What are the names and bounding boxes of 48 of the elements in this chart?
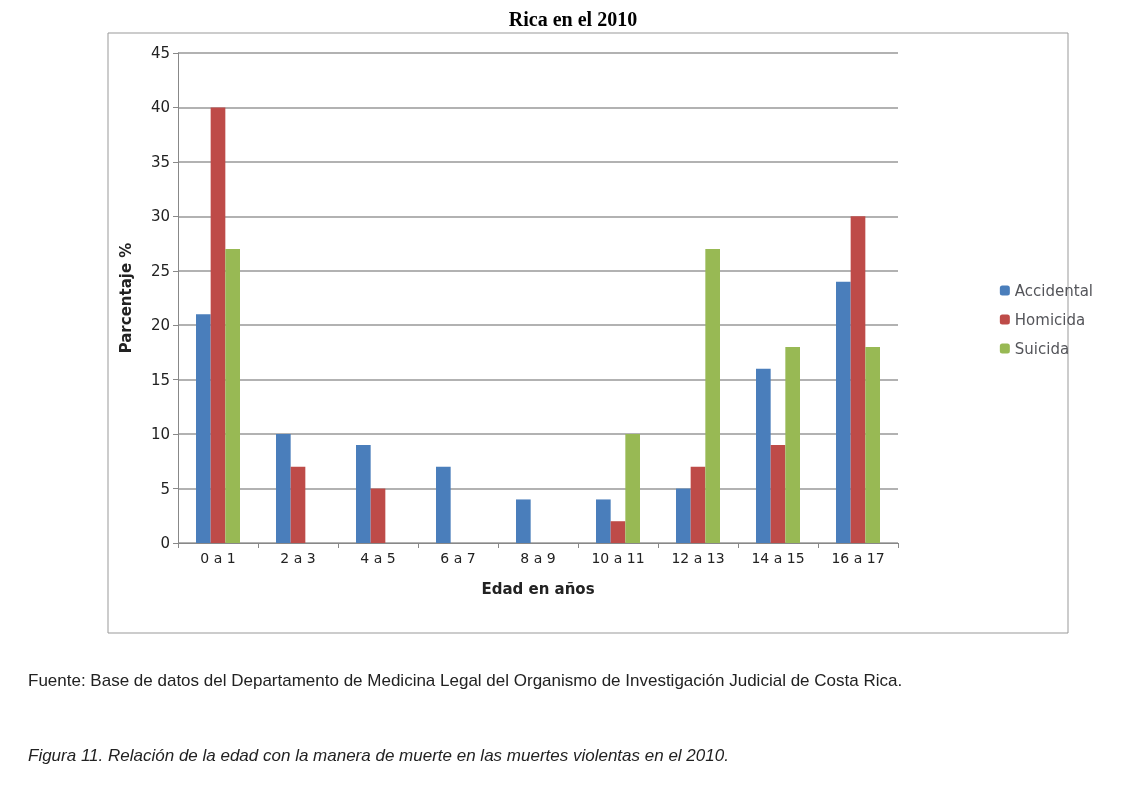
y-tick-label: 35 — [150, 152, 170, 171]
chart-title: Rica en el 2010 — [508, 8, 638, 30]
bar — [276, 434, 291, 543]
bar — [836, 281, 851, 543]
y-tick-label: 15 — [150, 370, 170, 389]
x-tick-label: 16 a 17 — [831, 550, 885, 566]
x-tick-label: 8 a 9 — [520, 550, 556, 566]
bar — [625, 434, 640, 543]
legend-label: Homicida — [1014, 310, 1086, 329]
bar — [770, 445, 786, 543]
x-tick-label: 14 a 15 — [751, 550, 805, 566]
y-tick-label: 0 — [160, 534, 170, 552]
bar — [210, 107, 226, 543]
bar — [676, 488, 691, 543]
y-tick-label: 45 — [150, 44, 170, 62]
bar — [756, 368, 771, 543]
legend-label: Accidental — [1014, 281, 1094, 300]
bar — [356, 445, 371, 543]
y-tick-label: 20 — [150, 316, 170, 335]
bar — [436, 466, 451, 543]
y-tick-label: 25 — [150, 261, 170, 280]
text: Figura 11. Relación de la edad con la manera de muerte en las muertes violentas en el 2010. — [28, 745, 729, 765]
bar — [610, 521, 626, 543]
y-axis-title: Parcentaje % — [116, 242, 135, 354]
bar — [370, 488, 386, 543]
bar — [705, 249, 720, 543]
bar — [865, 347, 880, 543]
x-axis-title: Edad en años — [481, 579, 595, 598]
y-tick-label: 5 — [160, 479, 170, 498]
bar — [690, 466, 706, 543]
bar — [516, 499, 531, 543]
bar — [785, 347, 800, 543]
bar — [596, 499, 611, 543]
bar — [290, 466, 306, 543]
bar — [225, 249, 240, 543]
x-tick-label: 0 a 1 — [200, 550, 236, 566]
bar — [196, 314, 211, 543]
x-tick-label: 4 a 5 — [360, 550, 396, 566]
x-tick-label: 12 a 13 — [671, 550, 725, 566]
y-tick-label: 10 — [150, 425, 170, 444]
y-tick-label: 40 — [150, 98, 170, 117]
x-tick-label: 6 a 7 — [440, 550, 476, 566]
source-note: Fuente: Base de datos del Departamento de Medicina Legal del Organismo de Investigación Judicial de Costa Rica. — [28, 670, 903, 690]
y-tick-label: 30 — [150, 207, 170, 226]
x-tick-label: 2 a 3 — [280, 550, 316, 566]
x-tick-label: 10 a 11 — [591, 550, 645, 566]
bar — [850, 216, 866, 543]
legend-label: Suicida — [1014, 339, 1070, 358]
